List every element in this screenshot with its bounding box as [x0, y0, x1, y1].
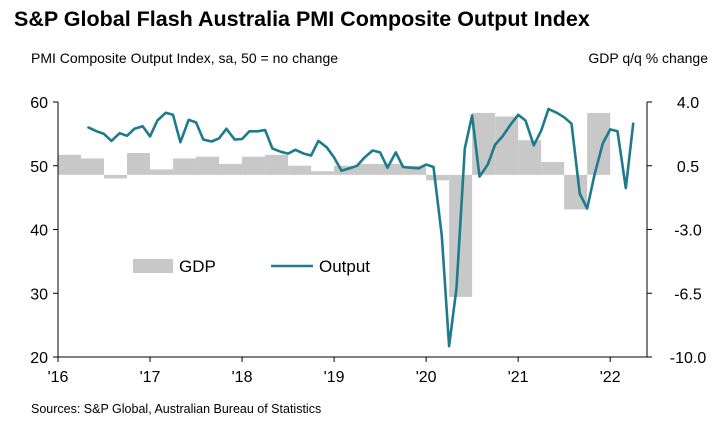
- x-axis-tick-label: '19: [324, 369, 345, 386]
- gdp-bar: [196, 156, 220, 175]
- right-axis-tick-label: -3.0: [674, 223, 702, 240]
- gdp-bar: [127, 153, 151, 175]
- right-axis-tick-label: 4.0: [677, 95, 699, 112]
- x-axis-tick-label: '22: [600, 369, 621, 386]
- legend-output-label: Output: [319, 257, 370, 276]
- legend-gdp-label: GDP: [179, 257, 216, 276]
- gdp-bar: [219, 163, 243, 175]
- legend-gdp-swatch: [133, 259, 173, 273]
- x-axis-tick-label: '20: [416, 369, 437, 386]
- gdp-bar: [104, 174, 128, 179]
- gdp-bar: [564, 174, 588, 210]
- gdp-bar: [150, 169, 174, 175]
- source-note: Sources: S&P Global, Australian Bureau o…: [31, 402, 322, 416]
- gdp-bar: [311, 171, 335, 175]
- gdp-bar: [518, 140, 542, 175]
- gdp-bar: [380, 163, 404, 175]
- right-axis-tick-label: -6.5: [674, 286, 702, 303]
- left-axis-tick-label: 40: [30, 223, 48, 240]
- right-axis-caption: GDP q/q % change: [588, 50, 708, 66]
- x-axis-tick-label: '17: [140, 369, 161, 386]
- x-axis-tick-label: '21: [508, 369, 529, 386]
- gdp-bar: [426, 174, 450, 181]
- left-axis-tick-label: 60: [30, 95, 48, 112]
- left-axis-tick-label: 20: [30, 350, 48, 367]
- left-axis-tick-label: 30: [30, 286, 48, 303]
- right-axis-tick-label: -10.0: [670, 350, 707, 367]
- axes: 60 50 40 30 20 4.0 0.5 -3.0 -6.5 -10.0 '16 '17 '18 '1…: [30, 95, 706, 386]
- gdp-bar: [265, 154, 289, 175]
- right-axis-tick-label: 0.5: [677, 159, 699, 176]
- gdp-bar: [58, 154, 82, 175]
- gdp-bar: [288, 165, 312, 175]
- gdp-bar: [403, 165, 427, 175]
- legend: GDP Output: [133, 257, 370, 276]
- gdp-bar: [357, 163, 381, 175]
- chart-title: S&P Global Flash Australia PMI Composite…: [14, 7, 590, 31]
- output-line: [87, 107, 635, 348]
- gdp-bar: [587, 112, 611, 175]
- gdp-bar: [242, 156, 266, 175]
- gdp-bar: [173, 158, 197, 175]
- gdp-bar: [495, 116, 519, 175]
- left-axis-caption: PMI Composite Output Index, sa, 50 = no …: [31, 50, 339, 66]
- left-axis-tick-label: 50: [30, 159, 48, 176]
- x-axis-tick-label: '18: [232, 369, 253, 386]
- gdp-bar: [541, 162, 565, 175]
- gdp-bar: [81, 158, 105, 175]
- output-line-layer: [87, 107, 635, 348]
- x-axis-tick-label: '16: [48, 369, 69, 386]
